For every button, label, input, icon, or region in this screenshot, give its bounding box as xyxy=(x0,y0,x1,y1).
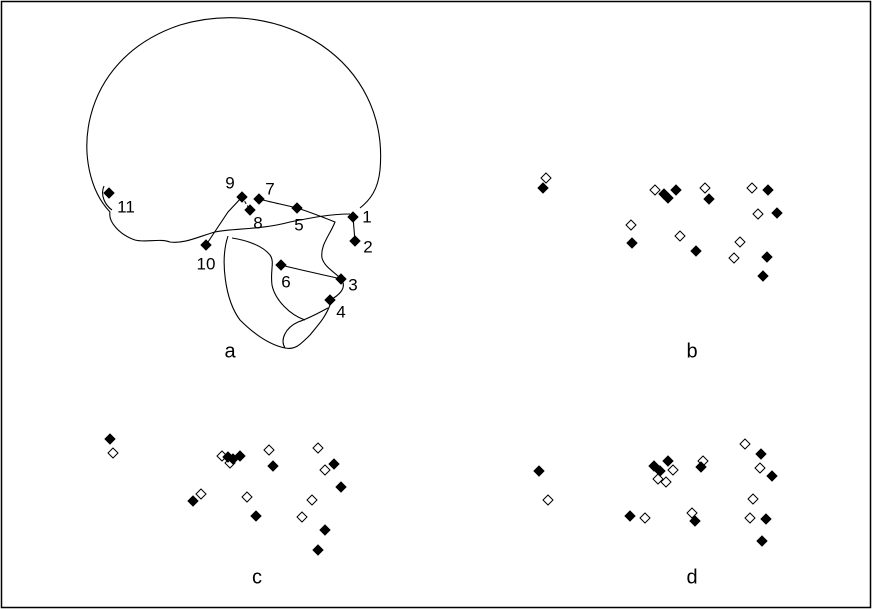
filled-point xyxy=(627,238,637,248)
open-point xyxy=(543,495,553,505)
open-point xyxy=(700,183,710,193)
open-point xyxy=(748,494,758,504)
filled-point xyxy=(625,511,635,521)
landmark-label: 8 xyxy=(253,213,262,232)
landmark-label: 9 xyxy=(225,173,234,192)
figure: 1 234 5 6 78 9 10 11 a b c d xyxy=(0,0,873,609)
landmark-label: 7 xyxy=(265,179,274,198)
filled-point xyxy=(188,496,198,506)
filled-point xyxy=(757,536,767,546)
landmark-marker xyxy=(350,236,360,246)
panel-label: c xyxy=(252,566,262,588)
open-point xyxy=(747,183,757,193)
landmark-marker xyxy=(201,240,211,250)
filled-point xyxy=(772,208,782,218)
open-point xyxy=(668,465,678,475)
filled-point xyxy=(268,461,278,471)
open-point xyxy=(196,489,206,499)
filled-point xyxy=(671,185,681,195)
landmark-marker xyxy=(292,203,302,213)
open-point xyxy=(745,513,755,523)
filled-point xyxy=(704,194,714,204)
filled-point xyxy=(761,514,771,524)
panel-label: d xyxy=(686,566,697,588)
landmark-label: 10 xyxy=(197,254,216,273)
open-point xyxy=(320,465,330,475)
open-point xyxy=(753,209,763,219)
landmark-label: 11 xyxy=(117,197,135,216)
filled-point xyxy=(767,471,777,481)
landmark-label: 3 xyxy=(348,275,357,294)
filled-point xyxy=(320,525,330,535)
filled-point xyxy=(538,183,548,193)
open-point xyxy=(264,445,274,455)
open-point xyxy=(108,448,118,458)
filled-point xyxy=(534,466,544,476)
landmark-markers xyxy=(104,173,782,555)
open-point xyxy=(313,443,323,453)
open-point xyxy=(675,231,685,241)
open-point xyxy=(729,253,739,263)
filled-point xyxy=(758,271,768,281)
filled-point xyxy=(663,456,673,466)
landmark-marker xyxy=(276,260,286,270)
filled-point xyxy=(762,252,772,262)
filled-point xyxy=(251,511,261,521)
open-point xyxy=(650,185,660,195)
filled-point xyxy=(763,185,773,195)
open-point xyxy=(297,512,307,522)
filled-point xyxy=(105,434,115,444)
frame xyxy=(2,2,871,608)
panel-label: b xyxy=(686,340,697,362)
open-point xyxy=(626,220,636,230)
landmark-label: 2 xyxy=(363,237,372,256)
open-point xyxy=(640,513,650,523)
open-point xyxy=(755,463,765,473)
landmark-label: 6 xyxy=(281,272,290,291)
filled-point xyxy=(756,449,766,459)
filled-point xyxy=(329,459,339,469)
open-point xyxy=(242,492,252,502)
open-point xyxy=(740,439,750,449)
open-point xyxy=(735,237,745,247)
open-point xyxy=(541,173,551,183)
landmark-marker xyxy=(325,295,335,305)
filled-point xyxy=(336,482,346,492)
landmark-marker xyxy=(254,194,264,204)
landmark-label: 1 xyxy=(362,207,371,226)
panel-label: a xyxy=(224,340,236,362)
filled-point xyxy=(691,246,701,256)
landmark-label: 4 xyxy=(336,302,345,321)
landmark-label: 5 xyxy=(294,215,303,234)
landmark-marker xyxy=(104,188,114,198)
open-point xyxy=(307,495,317,505)
filled-point xyxy=(313,545,323,555)
